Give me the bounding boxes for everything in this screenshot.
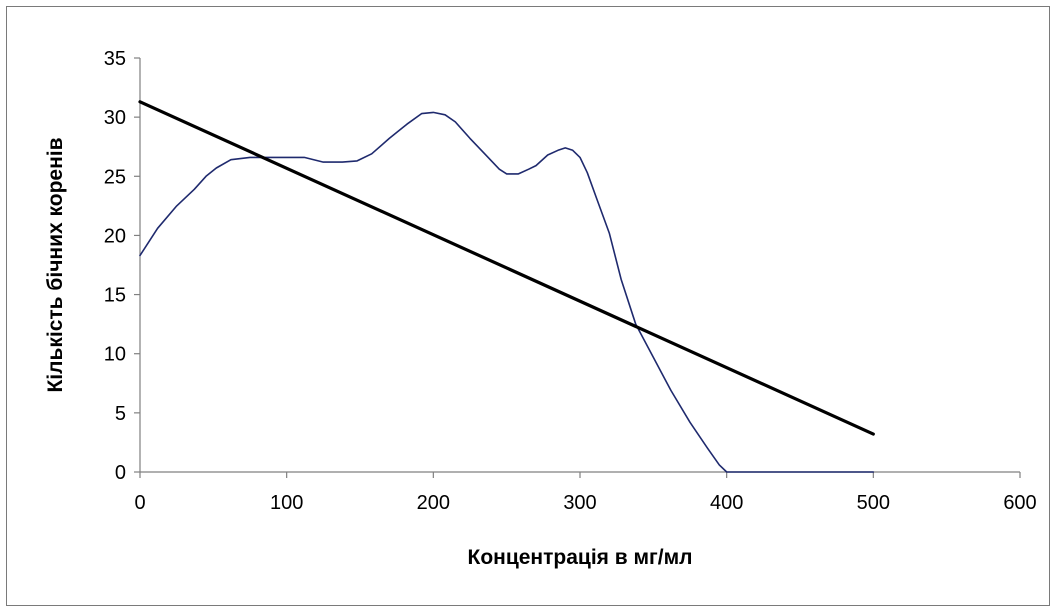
series-layer [138, 100, 875, 473]
y-axis-title: Кількість бічних коренів [44, 137, 67, 392]
y-tick-label: 35 [104, 48, 126, 70]
y-tick-label: 15 [104, 285, 126, 307]
x-tick-label: 500 [857, 492, 890, 514]
x-axis-title: Концентрація в мг/мл [468, 546, 693, 569]
y-tick-label: 0 [115, 462, 126, 484]
y-tick-label: 30 [104, 107, 126, 129]
y-tick-label: 5 [115, 403, 126, 425]
x-tick-label: 100 [270, 492, 303, 514]
chart-frame [6, 6, 1050, 606]
x-tick-label: 600 [1003, 492, 1036, 514]
y-tick-label: 10 [104, 344, 126, 366]
y-axis-ticks: 0 5 10 15 20 25 30 35 [104, 48, 140, 484]
series-line-2 [138, 100, 875, 436]
series-line-1 [139, 111, 875, 473]
y-tick-label: 20 [104, 225, 126, 247]
x-tick-label: 200 [417, 492, 450, 514]
plot-area [139, 58, 1020, 473]
x-tick-label: 300 [563, 492, 596, 514]
x-tick-label: 400 [710, 492, 743, 514]
y-tick-label: 25 [104, 166, 126, 188]
x-axis-ticks: 0 100 200 300 400 500 600 [134, 472, 1037, 514]
x-tick-label: 0 [134, 492, 145, 514]
